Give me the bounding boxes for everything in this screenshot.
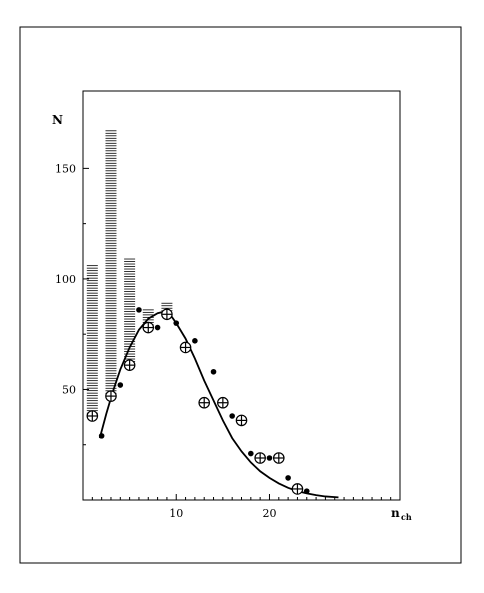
data-point-circle-plus <box>86 410 99 422</box>
y-tick-label: 50 <box>62 383 76 396</box>
data-point-circle-plus <box>198 396 211 409</box>
data-point-circle-plus <box>272 452 285 464</box>
error-band <box>105 130 117 394</box>
data-point-circle-plus <box>105 390 117 402</box>
y-axis-label: N <box>52 113 63 127</box>
data-point-dot <box>117 382 124 388</box>
data-point-dot <box>154 324 161 331</box>
data-point-dot <box>303 488 310 494</box>
data-point-dot <box>285 475 291 481</box>
x-tick-label: 20 <box>262 507 276 520</box>
data-point-dot <box>229 413 235 419</box>
error-band <box>124 258 136 365</box>
data-point-circle-plus <box>291 483 304 495</box>
data-point-dot <box>192 338 198 344</box>
axes: 10 20 50 100 150 <box>55 162 392 520</box>
x-tick-label: 10 <box>169 507 183 520</box>
data-point-circle-plus <box>217 396 229 409</box>
x-axis-label-subscript: ch <box>401 512 412 522</box>
data-point-dot <box>136 307 142 313</box>
data-point-dot <box>210 368 217 375</box>
plot-frame <box>82 90 401 501</box>
data-point-dot <box>266 455 273 461</box>
data-point-circle-plus <box>179 341 192 354</box>
data-point-circle-plus <box>123 359 136 371</box>
x-axis-label: n <box>391 506 400 520</box>
data-point-dot <box>248 450 254 457</box>
data-points <box>86 307 310 495</box>
y-tick-label: 150 <box>55 162 76 175</box>
error-band <box>86 265 98 414</box>
data-point-circle-plus <box>254 452 266 464</box>
outer-frame <box>19 26 462 564</box>
fit-curve <box>98 311 339 499</box>
data-point-dot <box>98 433 105 439</box>
data-point-circle-plus <box>142 321 155 334</box>
data-point-circle-plus <box>235 414 248 427</box>
fit-curve-line <box>98 311 339 499</box>
data-point-dot <box>173 320 180 326</box>
y-tick-label: 100 <box>55 273 76 286</box>
data-point-circle-plus <box>161 308 173 321</box>
